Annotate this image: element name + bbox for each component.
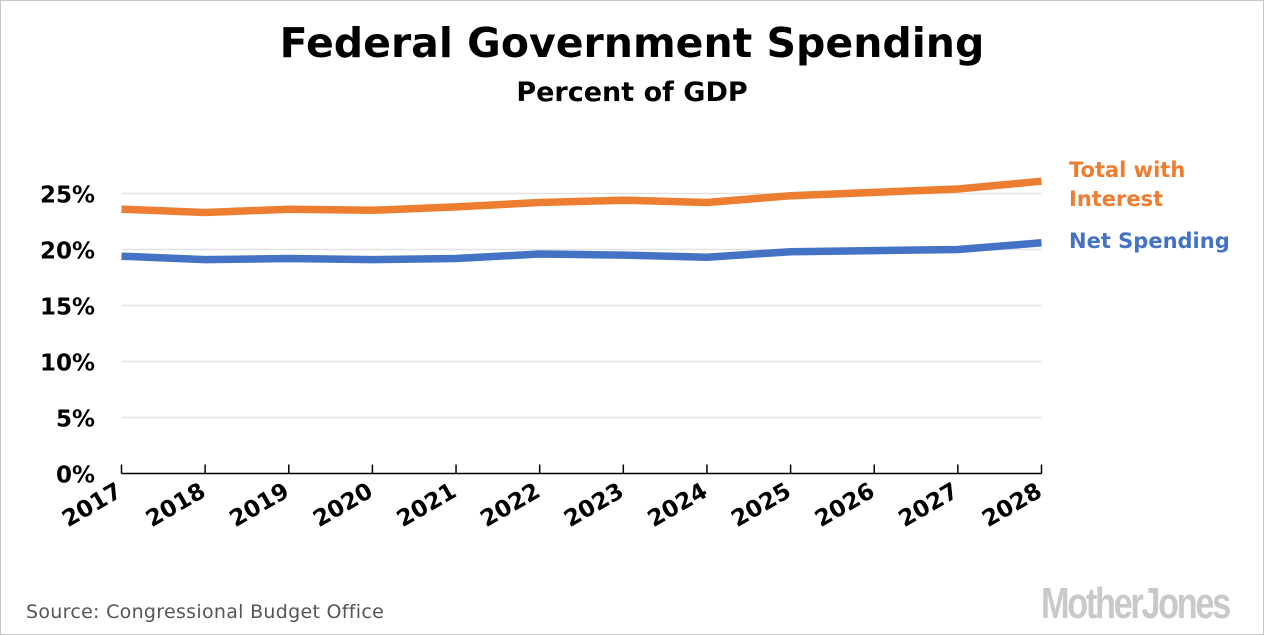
x-axis: 2017 2018 2019 2020 2021 2022 2023 2024 2025 2026… bbox=[58, 464, 1047, 533]
series-lines bbox=[121, 177, 1042, 264]
x-tick-label: 2020 bbox=[309, 478, 377, 533]
x-tick-label: 2021 bbox=[393, 478, 461, 533]
x-tick-label: 2022 bbox=[476, 478, 544, 533]
source-note: Source: Congressional Budget Office bbox=[26, 601, 385, 623]
gridlines bbox=[121, 192, 1042, 419]
x-tick-label: 2026 bbox=[811, 478, 879, 533]
chart-subtitle: Percent of GDP bbox=[516, 77, 748, 108]
x-tick-label: 2019 bbox=[225, 478, 293, 533]
y-tick-label: 5% bbox=[56, 407, 95, 433]
x-tick-label: 2025 bbox=[727, 478, 795, 533]
x-tick-label: 2024 bbox=[644, 478, 712, 533]
y-axis-tick-labels: 0% 5% 10% 15% 20% 25% bbox=[40, 183, 95, 489]
x-tick-label: 2028 bbox=[978, 478, 1046, 533]
legend-label-total-with-interest: Interest bbox=[1069, 187, 1163, 211]
x-tick-label: 2027 bbox=[894, 478, 962, 533]
series-line-net-spending bbox=[121, 239, 1042, 264]
legend: Total with Interest Net Spending bbox=[1069, 158, 1230, 253]
legend-label-total-with-interest: Total with bbox=[1069, 158, 1185, 182]
series-line-total-with-interest bbox=[121, 177, 1042, 217]
legend-label-net-spending: Net Spending bbox=[1069, 229, 1230, 253]
chart-title: Federal Government Spending bbox=[279, 19, 985, 67]
mother-jones-logo: MotherJones bbox=[1041, 579, 1231, 628]
y-tick-label: 15% bbox=[40, 295, 95, 321]
x-tick-label: 2018 bbox=[142, 478, 210, 533]
y-tick-label: 0% bbox=[56, 463, 95, 489]
y-tick-label: 20% bbox=[40, 239, 95, 265]
x-tick-label: 2023 bbox=[560, 478, 628, 533]
y-tick-label: 10% bbox=[40, 351, 95, 377]
y-tick-label: 25% bbox=[40, 183, 95, 209]
